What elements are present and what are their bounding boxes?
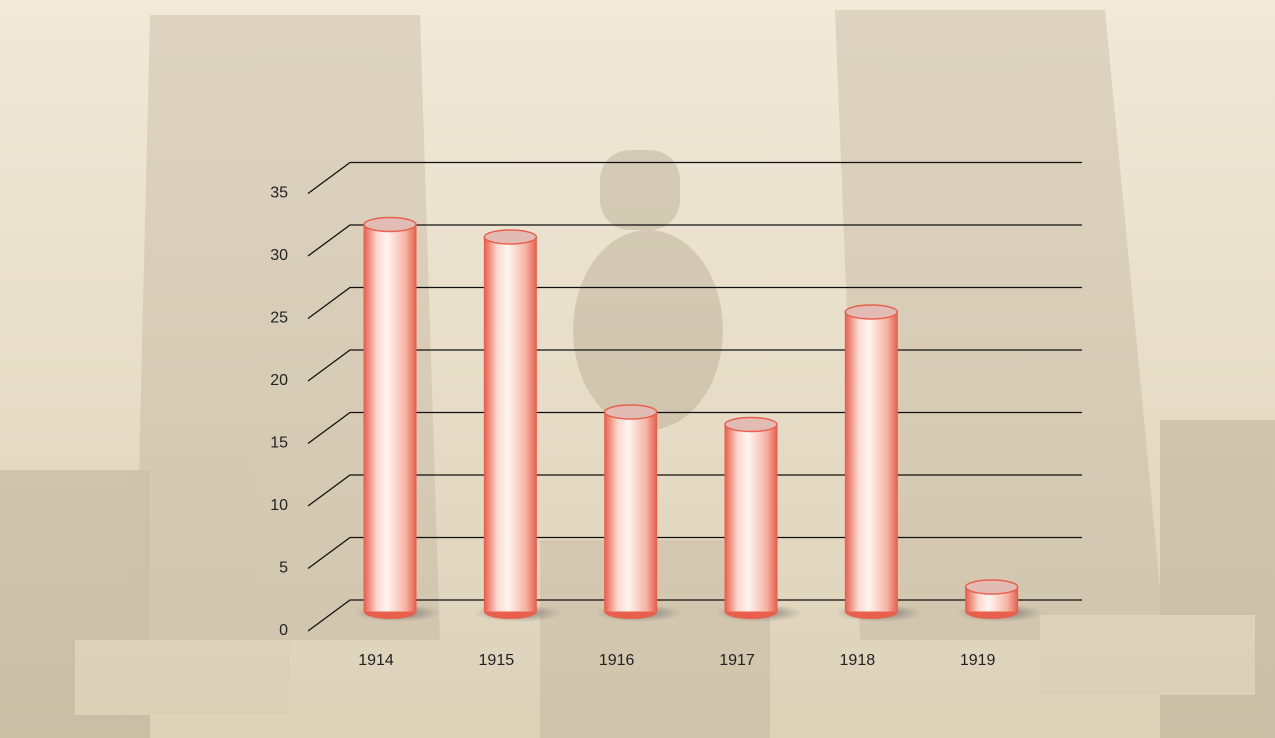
bar [845,312,897,612]
y-tick-label: 20 [270,372,288,389]
y-tick-label: 25 [270,310,288,327]
bar [725,425,777,613]
bar-top [364,218,416,232]
bar [484,237,536,612]
y-tick-label: 35 [270,185,288,202]
y-tick-label: 30 [270,247,288,264]
chart: 0 5 10 15 20 25 30 35 1914 1915 1916 1917 1918 1919 [0,0,1275,738]
page: 05101520253035191419151916191719181919 (… [0,0,1275,738]
bar-top [966,580,1018,594]
bar [364,225,416,613]
y-tick-label: 5 [279,560,288,577]
x-tick-label: 1915 [479,652,515,669]
x-tick-label: 1917 [719,652,755,669]
bar-top [605,405,657,419]
x-tick-label: 1918 [840,652,876,669]
y-tick-label: 10 [270,497,288,514]
bar-top [484,230,536,244]
bar [605,412,657,612]
bar-top [845,305,897,319]
x-tick-label: 1916 [599,652,635,669]
y-tick-label: 0 [279,622,288,639]
bar-top [725,418,777,432]
x-tick-label: 1919 [960,652,996,669]
y-tick-label: 15 [270,435,288,452]
x-tick-label: 1914 [358,652,394,669]
